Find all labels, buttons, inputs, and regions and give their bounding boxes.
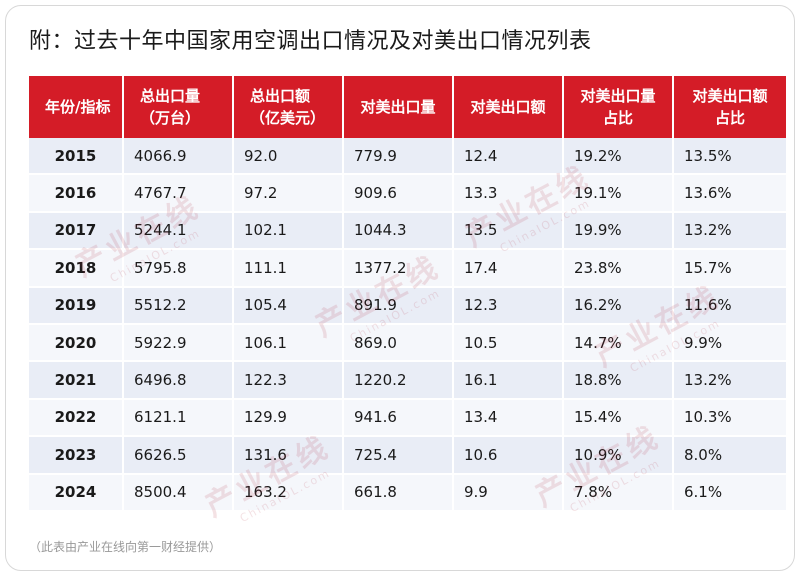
cell-total-value: 106.1	[234, 324, 344, 363]
cell-us-value-share: 13.2%	[674, 362, 786, 400]
cell-us-value-share: 6.1%	[674, 474, 786, 512]
header-year: 年份/指标	[29, 76, 124, 138]
cell-us-volume-share: 19.1%	[564, 175, 674, 213]
header-total-value: 总出口额 （亿美元）	[234, 76, 344, 138]
cell-us-value: 10.6	[454, 437, 564, 475]
cell-us-value: 12.3	[454, 287, 564, 325]
cell-us-volume-share: 15.4%	[564, 399, 674, 438]
cell-year: 2018	[29, 250, 124, 288]
cell-us-volume-share: 10.9%	[564, 437, 674, 475]
cell-total-volume: 5244.1	[124, 212, 234, 251]
cell-total-volume: 5512.2	[124, 287, 234, 325]
cell-total-value: 105.4	[234, 287, 344, 325]
header-us-value: 对美出口额	[454, 76, 564, 138]
cell-total-value: 131.6	[234, 437, 344, 475]
cell-year: 2024	[29, 474, 124, 512]
cell-us-volume-share: 23.8%	[564, 250, 674, 288]
cell-us-value-share: 13.2%	[674, 212, 786, 251]
cell-us-volume-share: 16.2%	[564, 287, 674, 325]
cell-total-volume: 5922.9	[124, 324, 234, 363]
table-row: 2019 5512.2 105.4 891.9 12.3 16.2% 11.6%	[29, 287, 786, 325]
cell-year: 2021	[29, 362, 124, 400]
cell-us-value-share: 13.6%	[674, 175, 786, 213]
cell-us-value: 13.5	[454, 212, 564, 251]
cell-year: 2022	[29, 399, 124, 438]
cell-us-volume: 941.6	[344, 399, 454, 438]
header-us-volume: 对美出口量	[344, 76, 454, 138]
table-row: 2015 4066.9 92.0 779.9 12.4 19.2% 13.5%	[29, 138, 786, 176]
table-row: 2021 6496.8 122.3 1220.2 16.1 18.8% 13.2%	[29, 362, 786, 400]
cell-us-value-share: 8.0%	[674, 437, 786, 475]
cell-us-volume: 661.8	[344, 474, 454, 512]
cell-us-value-share: 11.6%	[674, 287, 786, 325]
cell-total-volume: 8500.4	[124, 474, 234, 512]
table-row: 2023 6626.5 131.6 725.4 10.6 10.9% 8.0%	[29, 437, 786, 475]
cell-us-volume: 1044.3	[344, 212, 454, 251]
cell-total-volume: 6496.8	[124, 362, 234, 400]
cell-us-volume-share: 14.7%	[564, 324, 674, 363]
cell-us-volume-share: 19.2%	[564, 138, 674, 176]
cell-total-volume: 5795.8	[124, 250, 234, 288]
table-row: 2020 5922.9 106.1 869.0 10.5 14.7% 9.9%	[29, 324, 786, 363]
header-us-value-share: 对美出口额 占比	[674, 76, 786, 138]
cell-year: 2015	[29, 138, 124, 176]
cell-us-volume: 909.6	[344, 175, 454, 213]
cell-us-value-share: 10.3%	[674, 399, 786, 438]
table-body: 2015 4066.9 92.0 779.9 12.4 19.2% 13.5% 2016 476…	[29, 138, 786, 512]
header-us-volume-share: 对美出口量 占比	[564, 76, 674, 138]
cell-us-value: 13.3	[454, 175, 564, 213]
table-row: 2017 5244.1 102.1 1044.3 13.5 19.9% 13.2%	[29, 212, 786, 251]
cell-us-volume-share: 18.8%	[564, 362, 674, 400]
table-header-row: 年份/指标 总出口量 （万台） 总出口额 （亿美元） 对美出口量 对美出口额 对	[29, 76, 786, 138]
table-row: 2018 5795.8 111.1 1377.2 17.4 23.8% 15.7%	[29, 250, 786, 288]
cell-total-value: 102.1	[234, 212, 344, 251]
cell-us-value: 10.5	[454, 324, 564, 363]
cell-us-volume: 1377.2	[344, 250, 454, 288]
cell-us-value: 17.4	[454, 250, 564, 288]
cell-total-volume: 6626.5	[124, 437, 234, 475]
cell-total-value: 122.3	[234, 362, 344, 400]
cell-total-value: 163.2	[234, 474, 344, 512]
cell-year: 2023	[29, 437, 124, 475]
cell-total-value: 129.9	[234, 399, 344, 438]
table-row: 2022 6121.1 129.9 941.6 13.4 15.4% 10.3%	[29, 399, 786, 438]
table-row: 2016 4767.7 97.2 909.6 13.3 19.1% 13.6%	[29, 175, 786, 213]
cell-total-volume: 4767.7	[124, 175, 234, 213]
table-row: 2024 8500.4 163.2 661.8 9.9 7.8% 6.1%	[29, 474, 786, 512]
cell-year: 2017	[29, 212, 124, 251]
export-data-table: 年份/指标 总出口量 （万台） 总出口额 （亿美元） 对美出口量 对美出口额 对	[29, 76, 786, 512]
cell-total-volume: 4066.9	[124, 138, 234, 176]
cell-us-volume-share: 19.9%	[564, 212, 674, 251]
page-title: 附：过去十年中国家用空调出口情况及对美出口情况列表	[29, 29, 592, 54]
source-note: （此表由产业在线向第一财经提供）	[29, 540, 222, 554]
cell-year: 2020	[29, 324, 124, 363]
cell-us-volume: 869.0	[344, 324, 454, 363]
cell-us-volume: 725.4	[344, 437, 454, 475]
cell-total-value: 111.1	[234, 250, 344, 288]
cell-us-value: 9.9	[454, 474, 564, 512]
cell-us-volume: 1220.2	[344, 362, 454, 400]
table-card: 附：过去十年中国家用空调出口情况及对美出口情况列表 年份/指标 总出口量 （万台…	[5, 5, 795, 571]
cell-us-value: 13.4	[454, 399, 564, 438]
cell-total-value: 92.0	[234, 138, 344, 176]
cell-us-volume: 779.9	[344, 138, 454, 176]
cell-year: 2016	[29, 175, 124, 213]
cell-year: 2019	[29, 287, 124, 325]
cell-us-value-share: 9.9%	[674, 324, 786, 363]
cell-total-value: 97.2	[234, 175, 344, 213]
cell-us-value: 16.1	[454, 362, 564, 400]
cell-us-value: 12.4	[454, 138, 564, 176]
cell-us-value-share: 15.7%	[674, 250, 786, 288]
cell-total-volume: 6121.1	[124, 399, 234, 438]
header-total-volume: 总出口量 （万台）	[124, 76, 234, 138]
cell-us-value-share: 13.5%	[674, 138, 786, 176]
cell-us-volume-share: 7.8%	[564, 474, 674, 512]
cell-us-volume: 891.9	[344, 287, 454, 325]
